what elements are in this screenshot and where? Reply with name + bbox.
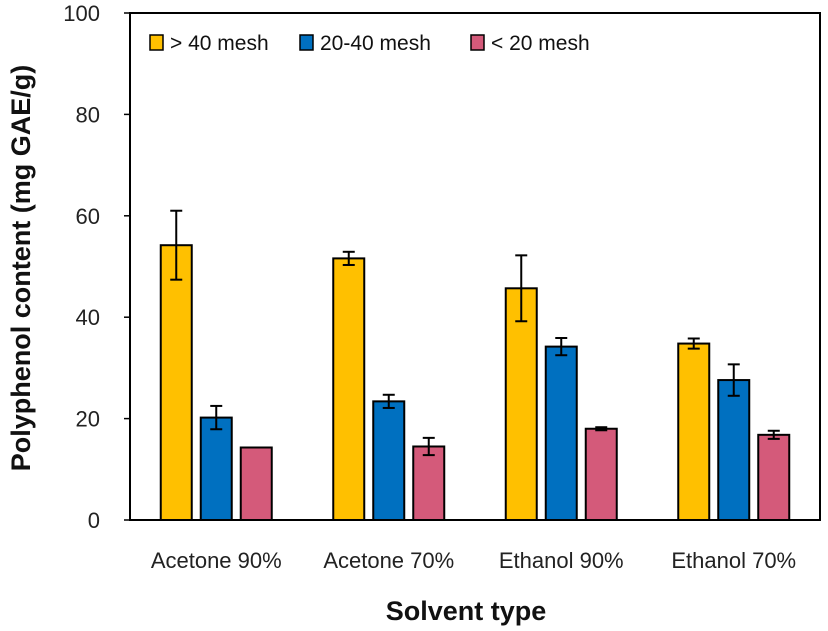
- y-axis-ticks: 0 20 40 60 80 100: [63, 1, 130, 533]
- x-axis-title: Solvent type: [386, 596, 547, 626]
- legend: > 40 mesh 20-40 mesh < 20 mesh: [149, 32, 590, 55]
- plot-area: [129, 12, 821, 522]
- bar: [372, 400, 406, 521]
- y-tick-label: 60: [76, 204, 100, 229]
- legend-swatch: [470, 34, 485, 51]
- x-category-label: Ethanol 70%: [671, 548, 796, 573]
- legend-label: > 40 mesh: [170, 32, 269, 55]
- bar: [584, 427, 618, 521]
- y-tick-label: 100: [63, 1, 100, 26]
- x-category-label: Ethanol 90%: [499, 548, 624, 573]
- x-category-label: Acetone 90%: [151, 548, 282, 573]
- bar: [504, 287, 538, 521]
- legend-swatch: [299, 34, 314, 51]
- legend-swatch: [149, 34, 164, 51]
- y-axis-title: Polyphenol content (mg GAE/g): [6, 65, 36, 472]
- bar: [717, 379, 751, 521]
- x-axis-categories: Acetone 90% Acetone 70% Ethanol 90% Ethanol…: [151, 548, 796, 573]
- y-tick-label: 20: [76, 407, 100, 432]
- y-tick-label: 0: [88, 508, 100, 533]
- bar: [332, 257, 366, 521]
- plot-frame: [129, 12, 821, 521]
- bar: [159, 244, 193, 521]
- x-category-label: Acetone 70%: [323, 548, 454, 573]
- bar: [239, 446, 273, 521]
- legend-label: 20-40 mesh: [320, 32, 431, 55]
- bar: [757, 433, 791, 522]
- legend-label: < 20 mesh: [491, 32, 590, 55]
- bar: [199, 416, 233, 521]
- y-tick-label: 80: [76, 102, 100, 127]
- bar: [412, 445, 446, 521]
- bar: [677, 342, 711, 521]
- bar: [544, 345, 578, 521]
- y-tick-label: 40: [76, 305, 100, 330]
